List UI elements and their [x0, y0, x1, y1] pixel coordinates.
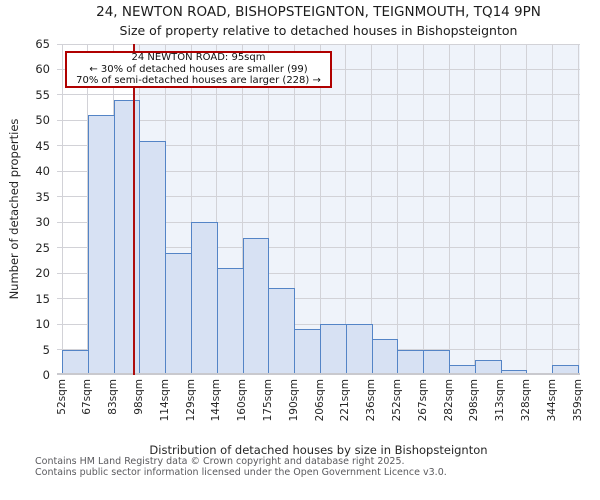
x-tick-label: 267sqm	[416, 379, 429, 422]
footer-licence: Contains public sector information licen…	[35, 467, 447, 478]
x-axis-line	[57, 373, 580, 375]
histogram-bar	[87, 115, 115, 375]
histogram-bar	[552, 364, 579, 375]
y-tick-label: 50	[35, 113, 50, 128]
x-tick-label: 129sqm	[184, 379, 197, 422]
y-tick-label: 10	[35, 317, 50, 332]
y-gridline	[57, 247, 580, 249]
histogram-bar	[294, 329, 321, 375]
x-tick-label: 344sqm	[545, 379, 558, 422]
y-gridline	[57, 119, 580, 121]
x-gridline	[293, 44, 295, 375]
x-tick-label: 313sqm	[494, 379, 507, 422]
x-tick-label: 328sqm	[519, 379, 532, 422]
x-gridline	[474, 44, 476, 375]
y-tick-label: 0	[42, 368, 50, 382]
y-tick-label: 5	[42, 342, 50, 357]
x-tick-label: 221sqm	[339, 379, 352, 422]
histogram-bar	[139, 140, 167, 375]
x-gridline	[61, 44, 63, 375]
histogram-bar	[397, 349, 425, 375]
y-tick-label: 15	[35, 291, 50, 306]
property-size-marker-line	[133, 44, 136, 375]
histogram-bar	[113, 100, 141, 375]
x-tick-label: 206sqm	[313, 379, 326, 422]
property-annotation-box: 24 NEWTON ROAD: 95sqm ← 30% of detached …	[65, 51, 332, 88]
x-gridline	[577, 44, 579, 375]
histogram-bar	[320, 324, 347, 375]
histogram-bar	[216, 268, 244, 375]
x-tick-label: 160sqm	[236, 379, 249, 422]
footer-copyright: Contains HM Land Registry data © Crown c…	[35, 456, 405, 467]
x-tick-label: 298sqm	[468, 379, 481, 422]
chart-title: 24, NEWTON ROAD, BISHOPSTEIGNTON, TEIGNM…	[96, 4, 541, 20]
y-gridline	[57, 221, 580, 223]
y-tick-label: 30	[35, 215, 50, 230]
histogram-bar	[371, 339, 399, 375]
x-gridline	[242, 44, 244, 375]
x-gridline	[345, 44, 347, 375]
x-gridline	[371, 44, 373, 375]
y-tick-label: 55	[35, 87, 50, 102]
y-gridline	[57, 145, 580, 147]
histogram-bar	[242, 237, 270, 375]
x-tick-label: 236sqm	[365, 379, 378, 422]
y-tick-label: 45	[35, 138, 50, 153]
histogram-bar	[62, 349, 89, 375]
x-gridline	[500, 44, 502, 375]
y-gridline	[57, 323, 580, 325]
y-tick-label: 20	[35, 266, 50, 281]
y-tick-label: 25	[35, 240, 50, 255]
y-tick-label: 40	[35, 164, 50, 179]
y-gridline	[57, 43, 580, 45]
x-tick-label: 190sqm	[287, 379, 300, 422]
x-tick-label: 67sqm	[81, 379, 94, 415]
histogram-bar	[165, 252, 192, 375]
x-tick-label: 98sqm	[132, 379, 145, 415]
annotation-larger-stat: 70% of semi-detached houses are larger (…	[76, 75, 321, 87]
y-tick-label: 65	[35, 37, 50, 51]
y-gridline	[57, 196, 580, 198]
x-gridline	[396, 44, 398, 375]
annotation-smaller-stat: ← 30% of detached houses are smaller (99…	[89, 63, 308, 75]
x-gridline	[448, 44, 450, 375]
annotation-property-size: 24 NEWTON ROAD: 95sqm	[131, 52, 266, 64]
x-tick-label: 83sqm	[107, 379, 120, 415]
x-tick-label: 144sqm	[210, 379, 223, 422]
x-tick-label: 52sqm	[55, 379, 68, 415]
x-gridline	[525, 44, 527, 375]
x-tick-label: 359sqm	[571, 379, 584, 422]
histogram-bar	[474, 359, 502, 375]
x-gridline	[551, 44, 553, 375]
x-gridline	[319, 44, 321, 375]
y-gridline	[57, 170, 580, 172]
y-gridline	[57, 298, 580, 300]
x-tick-label: 175sqm	[261, 379, 274, 422]
histogram-bar	[423, 349, 450, 375]
x-gridline	[216, 44, 218, 375]
y-axis-title: Number of detached properties	[7, 118, 21, 300]
x-gridline	[190, 44, 192, 375]
histogram-bar	[500, 369, 528, 375]
y-tick-label: 60	[35, 62, 50, 77]
y-tick-label: 35	[35, 189, 50, 204]
histogram-bar	[345, 324, 373, 375]
chart-subtitle: Size of property relative to detached ho…	[119, 23, 518, 38]
y-gridline	[57, 94, 580, 96]
x-tick-label: 282sqm	[442, 379, 455, 422]
y-gridline	[57, 272, 580, 274]
x-tick-label: 252sqm	[390, 379, 403, 422]
x-gridline	[422, 44, 424, 375]
histogram-bar	[191, 222, 218, 375]
x-gridline	[267, 44, 269, 375]
x-tick-label: 114sqm	[158, 379, 171, 422]
plot-area	[57, 43, 580, 375]
x-axis-title: Distribution of detached houses by size …	[149, 443, 488, 457]
histogram-bar	[268, 288, 296, 375]
